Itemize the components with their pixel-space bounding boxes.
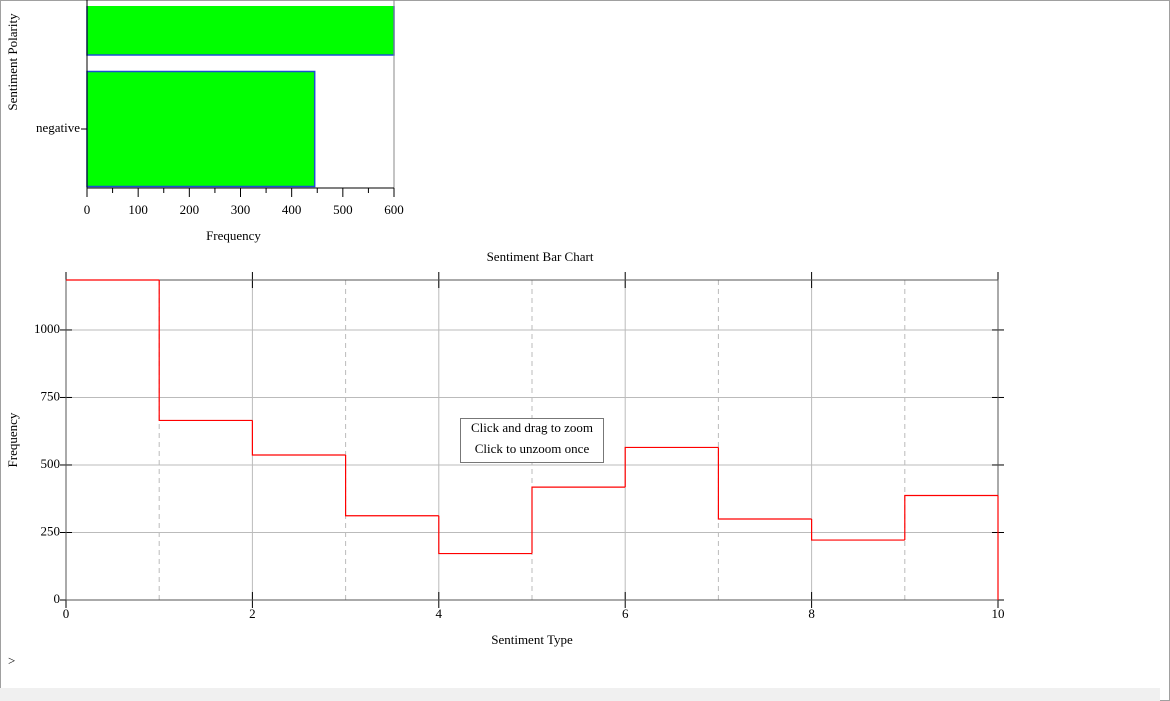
y-tick-label: 250 [41, 523, 61, 538]
step-segment [251, 420, 346, 456]
x-tick-label: 8 [808, 606, 815, 621]
bar [86, 70, 316, 188]
x-tick-label: 400 [282, 202, 302, 217]
x-tick-label: 10 [992, 606, 1005, 621]
x-tick-label: 0 [84, 202, 91, 217]
step-segment [531, 486, 626, 554]
prompt: > [8, 653, 15, 668]
plot-frame [65, 279, 999, 601]
bar [86, 6, 395, 56]
x-tick-label: 4 [436, 606, 443, 621]
y-tick-label: 0 [54, 591, 61, 606]
step-segment [158, 280, 253, 422]
chart-sentiment: 0 2 4 6 8 10 0 250 500 750 1000 Sentiment Bar Chart… [5, 249, 1005, 647]
status-bar [0, 688, 1160, 701]
chart-title: Sentiment Bar Chart [487, 249, 594, 264]
chart-polarity: negative 0 100 200 300 400 500 600 Frequency Sent… [5, 0, 404, 243]
step-segment [438, 515, 532, 555]
step-segment [717, 447, 812, 520]
step-segment [624, 446, 719, 488]
x-axis-label: Sentiment Type [491, 632, 573, 647]
bars [86, 6, 395, 188]
y-tick-label: 1000 [34, 321, 60, 336]
x-tick-label: 2 [249, 606, 256, 621]
step-segment [904, 494, 998, 541]
x-tick-label: 600 [384, 202, 404, 217]
step-segment [811, 518, 905, 541]
x-tick-label: 0 [63, 606, 70, 621]
y-tick-label: 500 [41, 456, 61, 471]
step-segment [345, 454, 439, 517]
x-axis-label: Frequency [206, 228, 261, 243]
y-axis-label: Sentiment Polarity [5, 13, 20, 111]
x-tick-label: 6 [622, 606, 629, 621]
zoom-tooltip: Click and drag to zoom Click to unzoom o… [460, 418, 604, 463]
tooltip-line: Click and drag to zoom [471, 420, 593, 435]
x-tick-label: 200 [180, 202, 200, 217]
tooltip-line: Click to unzoom once [475, 441, 590, 456]
y-axis-label: Frequency [5, 412, 20, 467]
y-tick-label: negative [36, 120, 80, 135]
y-tick-label: 750 [41, 388, 61, 403]
tooltip-box [460, 418, 604, 463]
x-tick-label: 100 [128, 202, 148, 217]
x-tick-label: 500 [333, 202, 353, 217]
x-tick-label: 300 [231, 202, 251, 217]
